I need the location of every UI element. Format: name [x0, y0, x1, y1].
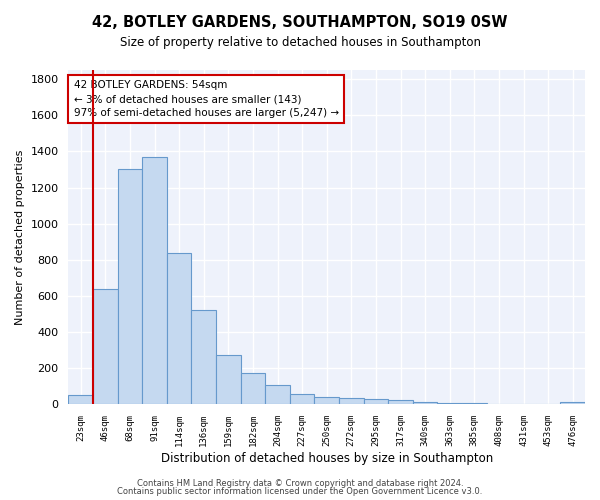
- Bar: [560, 402, 585, 404]
- Y-axis label: Number of detached properties: Number of detached properties: [15, 150, 25, 325]
- Bar: [93, 289, 118, 405]
- Bar: [364, 399, 388, 404]
- Text: Contains public sector information licensed under the Open Government Licence v3: Contains public sector information licen…: [118, 487, 482, 496]
- Bar: [167, 252, 191, 404]
- Bar: [118, 168, 142, 404]
- Bar: [216, 355, 241, 405]
- Bar: [314, 397, 339, 404]
- X-axis label: Distribution of detached houses by size in Southampton: Distribution of detached houses by size …: [161, 452, 493, 465]
- Bar: [413, 402, 437, 404]
- Bar: [191, 310, 216, 404]
- Text: Contains HM Land Registry data © Crown copyright and database right 2024.: Contains HM Land Registry data © Crown c…: [137, 478, 463, 488]
- Text: 42 BOTLEY GARDENS: 54sqm
← 3% of detached houses are smaller (143)
97% of semi-d: 42 BOTLEY GARDENS: 54sqm ← 3% of detache…: [74, 80, 338, 118]
- Text: 42, BOTLEY GARDENS, SOUTHAMPTON, SO19 0SW: 42, BOTLEY GARDENS, SOUTHAMPTON, SO19 0S…: [92, 15, 508, 30]
- Bar: [339, 398, 364, 404]
- Bar: [462, 403, 487, 404]
- Bar: [388, 400, 413, 404]
- Bar: [68, 396, 93, 404]
- Bar: [142, 157, 167, 404]
- Bar: [437, 403, 462, 404]
- Bar: [265, 386, 290, 404]
- Bar: [241, 373, 265, 404]
- Text: Size of property relative to detached houses in Southampton: Size of property relative to detached ho…: [119, 36, 481, 49]
- Bar: [290, 394, 314, 404]
